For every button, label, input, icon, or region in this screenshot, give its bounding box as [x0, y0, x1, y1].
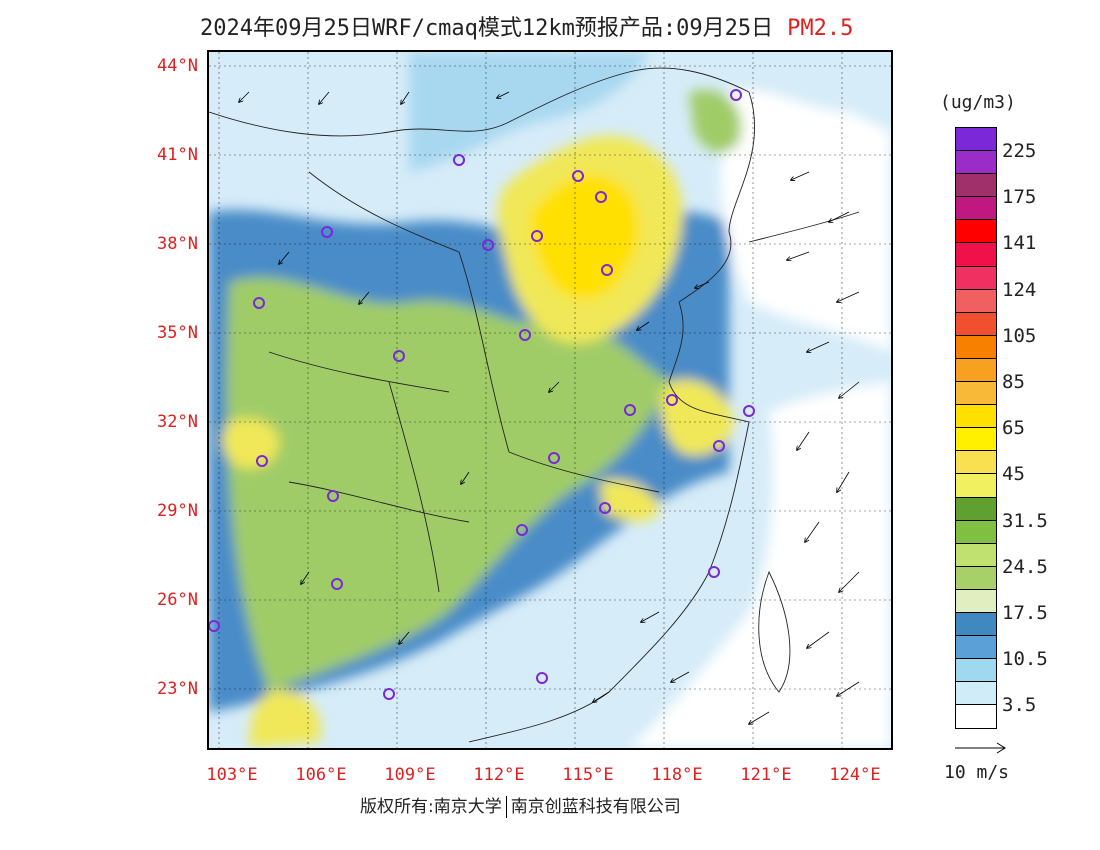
lat-label-32: 32°N: [157, 412, 198, 432]
footer: 版权所有:南京大学 南京创蓝科技有限公司: [360, 792, 681, 818]
lon-label-109: 109°E: [384, 765, 436, 785]
colorbar-label: 225: [1002, 140, 1037, 162]
copyright-text: 版权所有:南京大学: [360, 797, 502, 817]
unit-label: (ug/m3): [940, 92, 1016, 113]
colorbar-swatch: [956, 566, 996, 590]
lon-label-124: 124°E: [829, 765, 881, 785]
wind-reference-label: 10 m/s: [944, 762, 1010, 783]
lat-label-23: 23°N: [157, 679, 198, 699]
lon-label-118: 118°E: [651, 765, 703, 785]
colorbar-label: 45: [1002, 463, 1025, 486]
colorbar: [955, 127, 997, 730]
map-canvas: [209, 52, 891, 748]
colorbar-swatch: [956, 405, 996, 429]
colorbar-swatch: [956, 520, 996, 544]
colorbar-label: 17.5: [1002, 602, 1048, 624]
wind-reference-arrow: [955, 742, 1006, 754]
colorbar-swatch: [956, 589, 996, 613]
colorbar-swatch: [956, 612, 996, 637]
colorbar-label: 141: [1002, 232, 1037, 255]
colorbar-swatch: [956, 151, 996, 175]
colorbar-label: 175: [1002, 186, 1037, 209]
title-text: 2024年09月25日WRF/cmaq模式12km预报产品:09月25日: [200, 16, 774, 41]
lon-label-106: 106°E: [295, 765, 347, 785]
colorbar-swatch: [956, 543, 996, 567]
colorbar-label: 10.5: [1002, 648, 1048, 671]
colorbar-label: 3.5: [1002, 694, 1037, 717]
lon-label-103: 103°E: [206, 765, 258, 785]
lat-label-35: 35°N: [157, 323, 198, 343]
colorbar-swatch: [956, 682, 996, 706]
colorbar-swatch: [956, 497, 996, 521]
colorbar-swatch: [956, 289, 996, 313]
lat-label-29: 29°N: [157, 501, 198, 521]
colorbar-swatch: [956, 243, 996, 267]
pollutant-label: PM2.5: [787, 16, 854, 41]
pm25-map: [207, 50, 893, 750]
colorbar-swatch: [956, 266, 996, 290]
colorbar-swatch: [956, 451, 996, 475]
colorbar-swatch: [956, 174, 996, 198]
colorbar-swatch: [956, 335, 996, 359]
colorbar-label: 124: [1002, 278, 1037, 301]
colorbar-swatch: [956, 358, 996, 383]
colorbar-label: 31.5: [1002, 509, 1048, 532]
map-title: 2024年09月25日WRF/cmaq模式12km预报产品:09月25日 PM2.…: [200, 10, 853, 42]
colorbar-label: 85: [1002, 371, 1025, 393]
colorbar-label: 65: [1002, 417, 1025, 440]
company-text: 南京创蓝科技有限公司: [510, 797, 681, 817]
colorbar-swatch: [956, 636, 996, 660]
colorbar-swatch: [956, 312, 996, 336]
colorbar-label: 105: [1002, 324, 1037, 347]
colorbar-swatch: [956, 428, 996, 452]
colorbar-swatch: [956, 197, 996, 221]
lon-label-115: 115°E: [562, 765, 614, 785]
lat-label-44: 44°N: [157, 56, 198, 76]
lat-label-41: 41°N: [157, 145, 198, 165]
colorbar-swatch: [956, 382, 996, 406]
colorbar-swatch: [956, 705, 996, 729]
lon-label-112: 112°E: [473, 765, 525, 785]
footer-divider: [505, 796, 507, 818]
lat-label-26: 26°N: [157, 590, 198, 610]
colorbar-swatch: [956, 220, 996, 244]
lon-label-121: 121°E: [740, 765, 792, 785]
colorbar-label: 24.5: [1002, 555, 1048, 578]
colorbar-swatch: [956, 659, 996, 683]
colorbar-swatch: [956, 128, 996, 152]
colorbar-swatch: [956, 474, 996, 498]
lat-label-38: 38°N: [157, 234, 198, 254]
